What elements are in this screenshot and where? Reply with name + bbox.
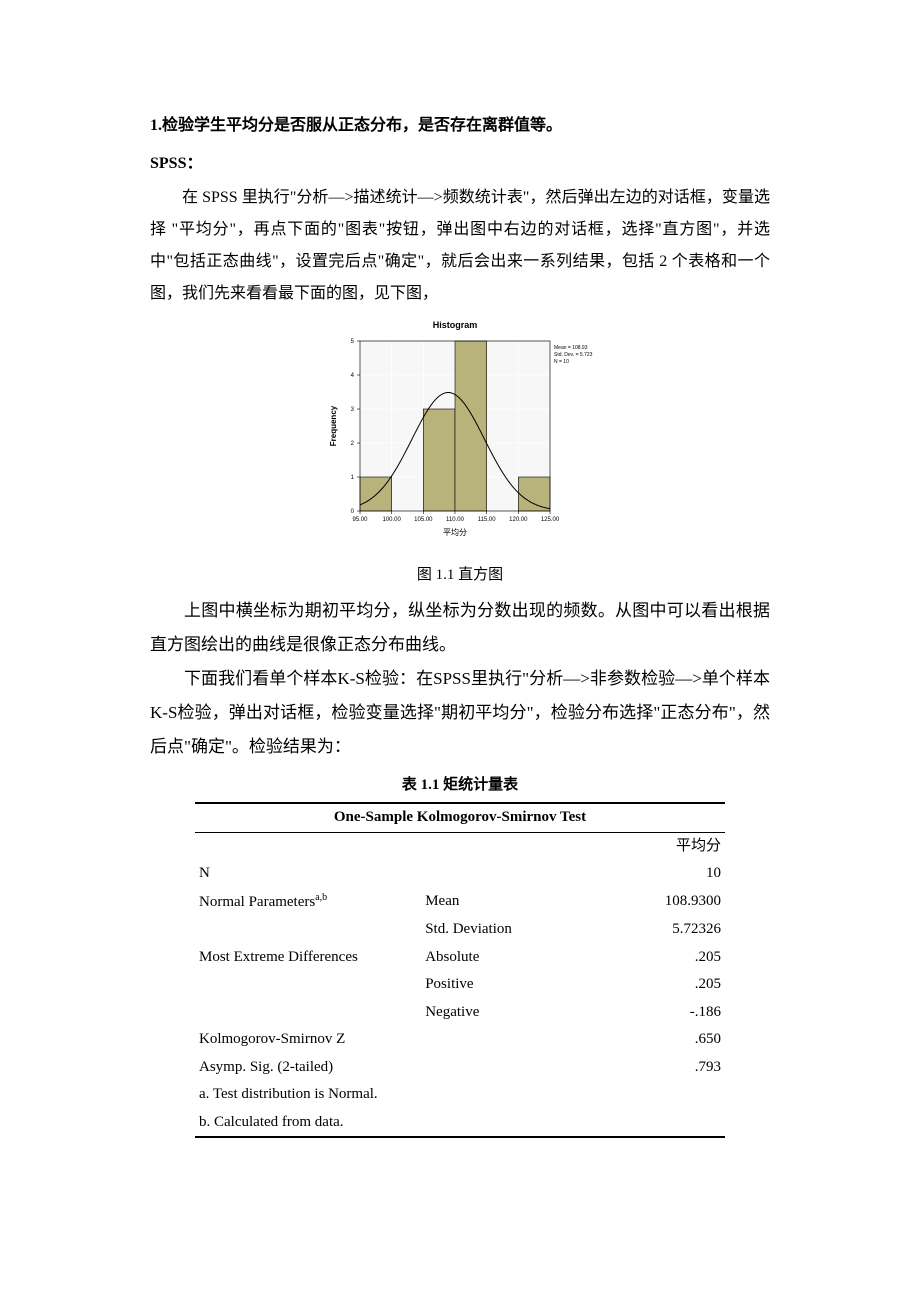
ks-table-title: One-Sample Kolmogorov-Smirnov Test <box>195 803 725 832</box>
ks-sig-label: Asymp. Sig. (2-tailed) <box>195 1054 421 1082</box>
svg-text:4: 4 <box>351 373 355 379</box>
ks-pos-label: Positive <box>421 971 607 999</box>
ks-abs-label: Absolute <box>421 944 607 972</box>
ks-footnote-a: a. Test distribution is Normal. <box>195 1081 725 1109</box>
ks-mean-label: Mean <box>421 888 607 917</box>
svg-text:115.00: 115.00 <box>478 517 497 523</box>
ks-sd-value: 5.72326 <box>608 916 725 944</box>
ks-footnote-b: b. Calculated from data. <box>195 1109 725 1138</box>
ks-n-label: N <box>195 860 421 888</box>
svg-text:110.00: 110.00 <box>446 517 465 523</box>
svg-text:2: 2 <box>351 441 355 447</box>
heading-1: 1.检验学生平均分是否服从正态分布，是否存在离群值等。 <box>150 110 770 142</box>
ks-neg-value: -.186 <box>608 999 725 1027</box>
svg-text:95.00: 95.00 <box>352 517 368 523</box>
svg-text:5: 5 <box>351 339 355 345</box>
ks-n-value: 10 <box>608 860 725 888</box>
svg-text:Frequency: Frequency <box>329 405 338 446</box>
svg-text:Histogram: Histogram <box>433 320 478 330</box>
histogram-figure: Histogram95.00100.00105.00110.00115.0012… <box>150 316 770 558</box>
svg-text:105.00: 105.00 <box>414 517 433 523</box>
heading-2: SPSS： <box>150 148 770 180</box>
svg-text:120.00: 120.00 <box>509 517 528 523</box>
ks-np-label: Normal Parametersa,b <box>195 888 421 917</box>
ks-abs-value: .205 <box>608 944 725 972</box>
ks-mean-value: 108.9300 <box>608 888 725 917</box>
ks-neg-label: Negative <box>421 999 607 1027</box>
svg-text:Std. Dev. = 5.723: Std. Dev. = 5.723 <box>554 352 593 358</box>
svg-text:3: 3 <box>351 407 355 413</box>
table-title: 表 1.1 矩统计量表 <box>150 770 770 800</box>
paragraph-3: 下面我们看单个样本K-S检验：在SPSS里执行"分析—>非参数检验—>单个样本K… <box>150 662 770 764</box>
svg-text:N = 10: N = 10 <box>554 359 569 365</box>
histogram-svg: Histogram95.00100.00105.00110.00115.0012… <box>305 316 615 546</box>
ks-z-label: Kolmogorov-Smirnov Z <box>195 1026 421 1054</box>
figure-caption: 图 1.1 直方图 <box>150 560 770 590</box>
ks-med-label: Most Extreme Differences <box>195 944 421 972</box>
ks-z-value: .650 <box>608 1026 725 1054</box>
ks-pos-value: .205 <box>608 971 725 999</box>
svg-text:平均分: 平均分 <box>443 527 467 537</box>
svg-text:1: 1 <box>351 475 355 481</box>
ks-col-header: 平均分 <box>608 832 725 860</box>
svg-text:Mean = 108.93: Mean = 108.93 <box>554 345 588 351</box>
paragraph-2: 上图中横坐标为期初平均分，纵坐标为分数出现的频数。从图中可以看出根据直方图绘出的… <box>150 594 770 662</box>
document-page: 1.检验学生平均分是否服从正态分布，是否存在离群值等。 SPSS： 在 SPSS… <box>0 0 920 1198</box>
svg-text:100.00: 100.00 <box>382 517 401 523</box>
svg-text:125.00: 125.00 <box>541 517 560 523</box>
ks-sig-value: .793 <box>608 1054 725 1082</box>
ks-table: One-Sample Kolmogorov-Smirnov Test 平均分 N… <box>195 802 725 1138</box>
paragraph-1: 在 SPSS 里执行"分析—>描述统计—>频数统计表"，然后弹出左边的对话框，变… <box>150 182 770 310</box>
svg-text:0: 0 <box>351 509 355 515</box>
ks-sd-label: Std. Deviation <box>421 916 607 944</box>
